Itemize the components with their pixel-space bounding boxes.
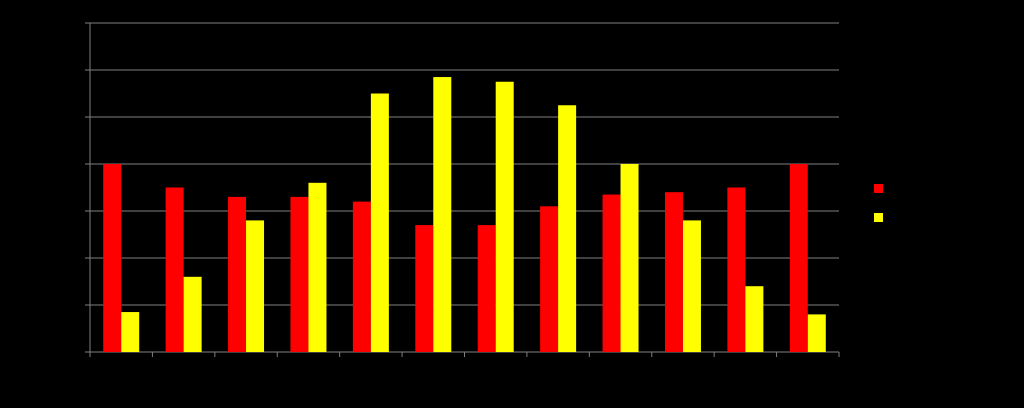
legend-marker: [874, 184, 883, 193]
bar: [477, 225, 496, 352]
legend-marker: [874, 213, 883, 222]
bar: [807, 314, 826, 352]
bar: [602, 194, 621, 352]
bar: [540, 206, 559, 352]
bar: [183, 276, 202, 352]
bar: [433, 77, 452, 353]
bar: [620, 164, 639, 352]
bar: [682, 220, 701, 352]
bar: [121, 312, 140, 352]
bar: [165, 187, 184, 352]
bar: [370, 93, 389, 352]
bar: [103, 164, 122, 352]
bar: [246, 220, 265, 352]
bar: [228, 196, 247, 352]
bar: [290, 196, 309, 352]
bar: [558, 105, 577, 352]
bar: [415, 225, 434, 352]
bar: [745, 286, 764, 352]
bar: [664, 192, 683, 352]
bar: [308, 182, 327, 352]
bar: [495, 81, 514, 352]
bar: [727, 187, 746, 352]
bar: [789, 164, 808, 352]
bar: [352, 201, 371, 352]
